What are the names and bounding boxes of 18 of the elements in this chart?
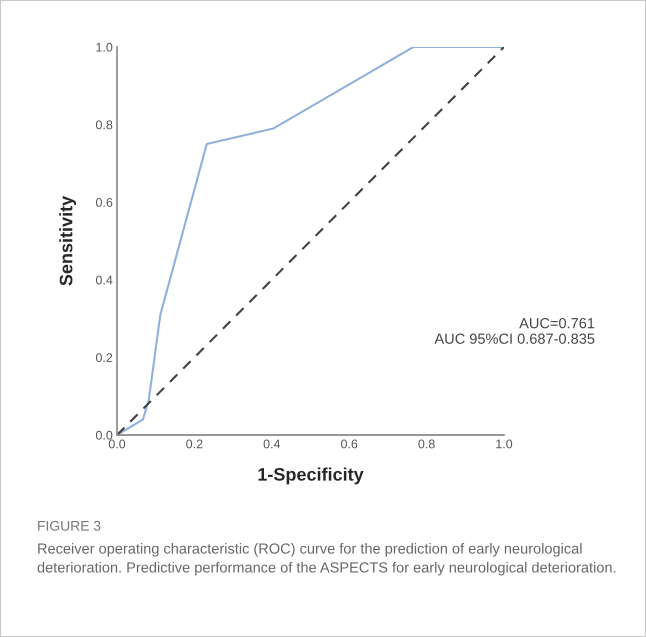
text: AUC=0.761	[519, 318, 594, 328]
x-tick-label: 0.6	[341, 439, 358, 448]
x-axis-title: 1-Specificity	[258, 467, 364, 484]
text: Receiver operating characteristic (ROC) curve for the prediction of early neurological deterioration. Predictive performance of the ASPECTS for early neurological deterioration.	[38, 543, 616, 576]
x-tick-label: 0.0	[108, 439, 126, 448]
x-tick-label: 0.8	[418, 439, 435, 448]
y-tick-label: 1.0	[96, 42, 112, 52]
y-tick-label: 0.4	[96, 276, 112, 284]
y-tick-label: 0.2	[96, 353, 112, 362]
y-axis-title: Sensitivity	[59, 196, 76, 286]
x-tick-label: 0.2	[186, 439, 202, 448]
annotation: AUC 95%CI 0.687-0.835	[434, 334, 594, 344]
y-tick-label: 0.8	[96, 120, 112, 130]
x-tick-label: 1.0	[496, 439, 512, 448]
y-tick-label: 0.0	[96, 430, 112, 440]
x-tick-label: 0.4	[264, 439, 280, 448]
caption: FIGURE 3	[38, 520, 100, 531]
y-tick-label: 0.6	[96, 198, 112, 207]
